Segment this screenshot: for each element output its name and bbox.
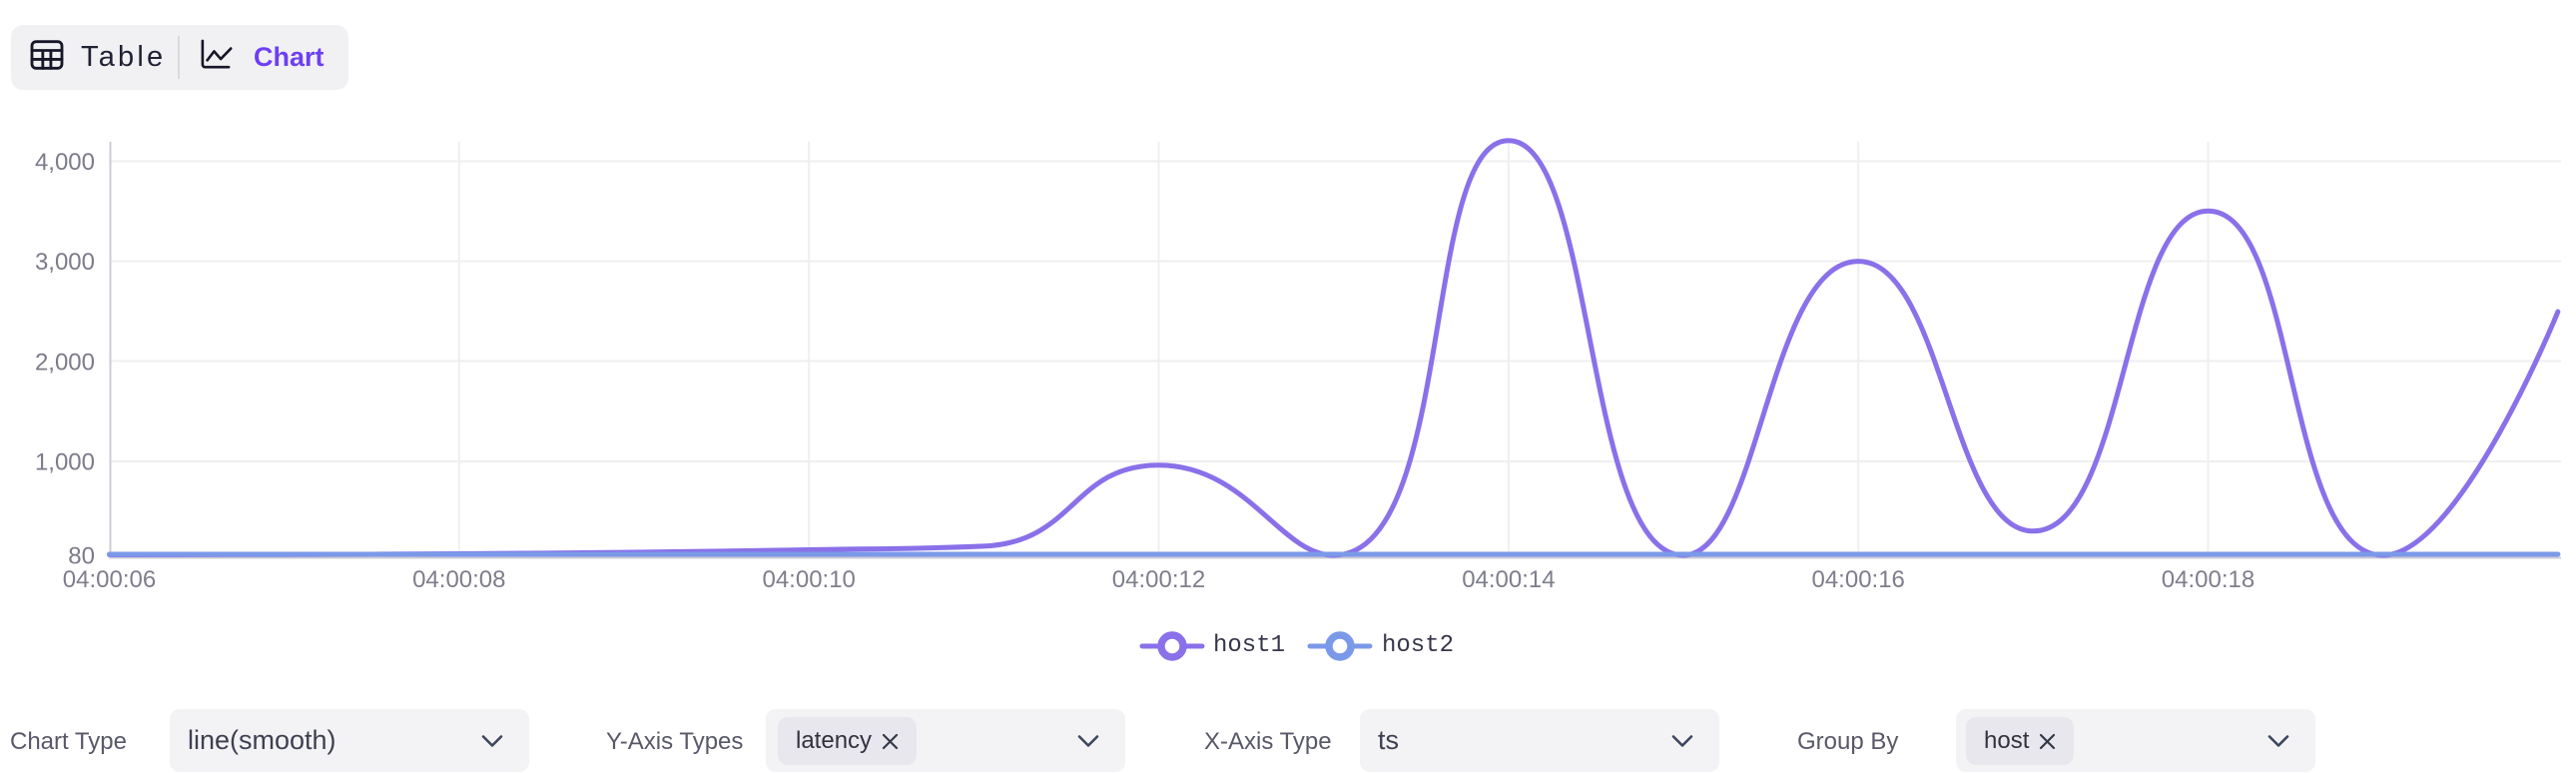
svg-text:3,000: 3,000 — [35, 249, 95, 276]
svg-text:04:00:08: 04:00:08 — [412, 566, 505, 593]
svg-text:4,000: 4,000 — [35, 149, 95, 176]
svg-text:04:00:16: 04:00:16 — [1811, 566, 1904, 593]
svg-text:04:00:12: 04:00:12 — [1112, 566, 1205, 593]
svg-text:04:00:14: 04:00:14 — [1462, 566, 1555, 593]
svg-text:04:00:10: 04:00:10 — [762, 566, 855, 593]
svg-text:04:00:06: 04:00:06 — [63, 566, 156, 593]
svg-text:2,000: 2,000 — [35, 350, 95, 377]
svg-text:04:00:18: 04:00:18 — [2162, 566, 2254, 593]
svg-text:80: 80 — [68, 543, 95, 570]
svg-text:1,000: 1,000 — [35, 449, 95, 476]
